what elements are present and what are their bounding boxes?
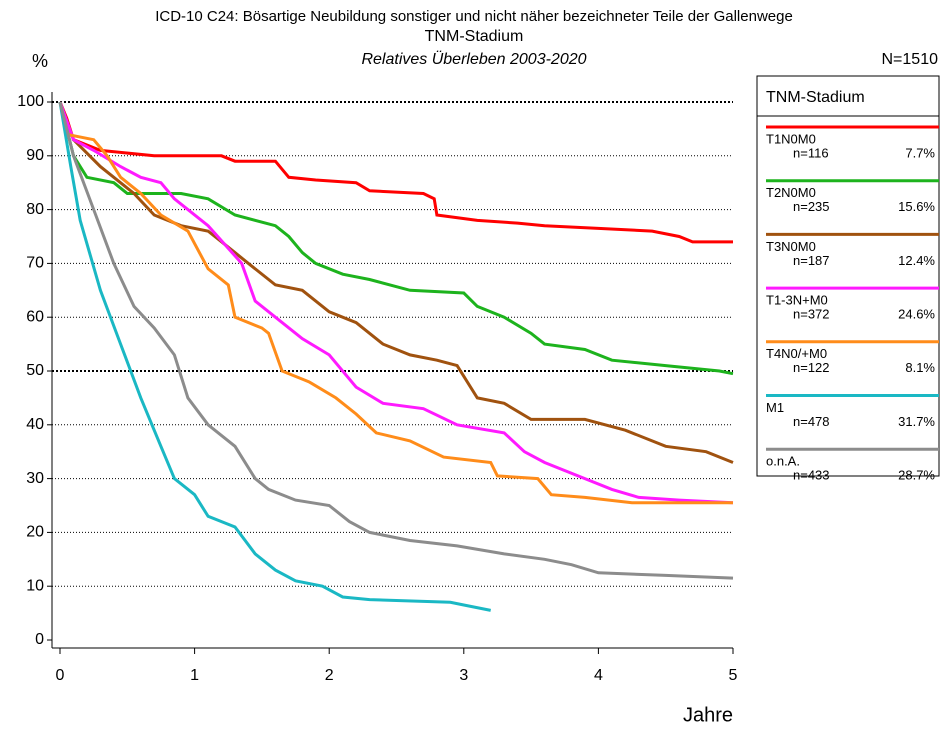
legend-share: 7.7% — [905, 145, 935, 160]
y-axis-label: % — [32, 51, 48, 71]
x-tick-label: 5 — [729, 667, 738, 684]
legend-share: 31.7% — [898, 414, 935, 429]
y-tick-label: 10 — [26, 577, 44, 594]
legend-name: T1-3N+M0 — [766, 293, 828, 308]
y-tick-label: 20 — [26, 524, 44, 541]
y-tick-label: 100 — [17, 93, 44, 110]
legend-box — [756, 75, 940, 477]
survival-line — [58, 101, 734, 464]
y-tick-label: 90 — [26, 147, 44, 164]
survival-line — [58, 101, 733, 505]
legend-n: n=122 — [793, 360, 830, 375]
survival-line — [58, 101, 734, 580]
x-tick-label: 3 — [459, 667, 468, 684]
legend-name: T2N0M0 — [766, 185, 816, 200]
legend-name: M1 — [766, 400, 784, 415]
total-count: N=1510 — [882, 51, 939, 68]
x-tick-label: 2 — [325, 667, 334, 684]
legend-share: 12.4% — [898, 253, 935, 268]
y-tick-label: 50 — [26, 362, 44, 379]
legend-n: n=433 — [793, 468, 830, 483]
legend-name: T3N0M0 — [766, 239, 816, 254]
y-tick-label: 70 — [26, 255, 44, 272]
legend-share: 15.6% — [898, 199, 935, 214]
y-tick-label: 30 — [26, 470, 44, 487]
x-tick-label: 1 — [190, 667, 199, 684]
legend-n: n=187 — [793, 253, 830, 268]
legend-name: T1N0M0 — [766, 131, 816, 146]
x-axis-label: Jahre — [683, 704, 733, 726]
legend-share: 8.1% — [905, 360, 935, 375]
y-tick-label: 80 — [26, 201, 44, 218]
legend-n: n=116 — [793, 145, 829, 160]
y-tick-label: 40 — [26, 416, 44, 433]
x-tick-label: 4 — [594, 667, 603, 684]
survival-line — [58, 101, 734, 505]
chart-subtitle: Relatives Überleben 2003-2020 — [361, 50, 586, 68]
y-tick-label: 0 — [35, 631, 44, 648]
y-tick-label: 60 — [26, 308, 44, 325]
x-tick-label: 0 — [56, 667, 65, 684]
legend-share: 24.6% — [898, 307, 935, 322]
chart-title2: TNM-Stadium — [425, 28, 524, 45]
legend-n: n=478 — [793, 414, 830, 429]
survival-line — [58, 101, 734, 376]
legend-name: T4N0/+M0 — [766, 346, 827, 361]
survival-line — [58, 101, 491, 612]
legend-title: TNM-Stadium — [766, 89, 865, 106]
chart-title: ICD-10 C24: Bösartige Neubildung sonstig… — [155, 8, 793, 25]
legend-name: o.n.A. — [766, 454, 800, 469]
legend-n: n=235 — [793, 199, 830, 214]
legend-share: 28.7% — [898, 468, 935, 483]
legend-n: n=372 — [793, 307, 830, 322]
survival-line — [58, 101, 733, 244]
